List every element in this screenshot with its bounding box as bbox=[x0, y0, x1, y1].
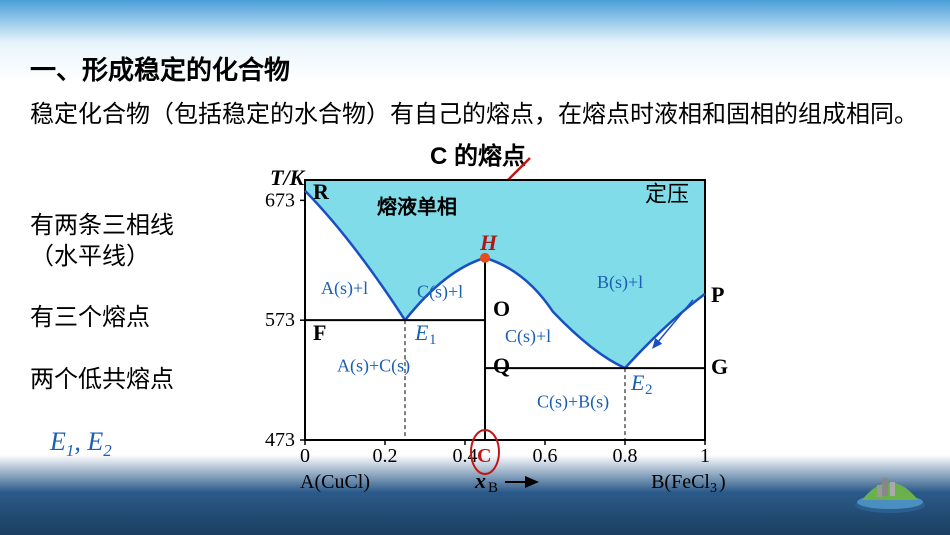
svg-text:1: 1 bbox=[429, 332, 437, 348]
svg-text:O: O bbox=[493, 296, 510, 321]
svg-text:F: F bbox=[313, 320, 326, 345]
left-annotations: 有两条三相线（水平线） 有三个熔点 两个低共熔点 E1, E2 bbox=[30, 210, 240, 492]
phase-diagram: 47357367300.20.40.60.81T/KA(CuCl)B(FeCl3… bbox=[245, 170, 745, 500]
globe-icon bbox=[850, 460, 930, 515]
svg-text:0.2: 0.2 bbox=[373, 445, 398, 467]
svg-text:B(FeCl: B(FeCl bbox=[651, 471, 710, 493]
svg-text:0.6: 0.6 bbox=[533, 445, 558, 467]
svg-text:A(s)+l: A(s)+l bbox=[321, 278, 368, 299]
note-melting-points: 有三个熔点 bbox=[30, 302, 240, 333]
svg-text:R: R bbox=[313, 179, 330, 204]
svg-text:P: P bbox=[711, 282, 724, 307]
svg-text:E: E bbox=[630, 370, 645, 395]
svg-text:A(CuCl): A(CuCl) bbox=[300, 471, 370, 493]
svg-text:熔液单相: 熔液单相 bbox=[377, 195, 457, 219]
svg-text:C(s)+B(s): C(s)+B(s) bbox=[537, 392, 609, 413]
svg-text:573: 573 bbox=[265, 309, 295, 331]
svg-text:C(s)+l: C(s)+l bbox=[505, 326, 551, 347]
svg-text:B(s)+l: B(s)+l bbox=[597, 272, 643, 293]
svg-text:473: 473 bbox=[265, 429, 295, 451]
svg-text:A(s)+C(s): A(s)+C(s) bbox=[337, 356, 410, 377]
svg-text:T/K: T/K bbox=[270, 170, 306, 190]
svg-text:673: 673 bbox=[265, 189, 295, 211]
e1-e2-label: E1, E2 bbox=[30, 425, 240, 462]
description: 稳定化合物（包括稳定的水合物）有自己的熔点，在熔点时液相和固相的组成相同。 bbox=[30, 97, 920, 133]
svg-text:H: H bbox=[479, 230, 498, 255]
svg-text:0: 0 bbox=[300, 445, 310, 467]
svg-text:E: E bbox=[414, 320, 429, 345]
note-eutectic: 两个低共熔点 bbox=[30, 364, 240, 395]
svg-text:): ) bbox=[719, 471, 726, 493]
svg-text:B: B bbox=[488, 480, 498, 496]
note-three-phase: 有两条三相线（水平线） bbox=[30, 210, 240, 272]
section-title: 一、形成稳定的化合物 bbox=[30, 50, 920, 87]
svg-text:G: G bbox=[711, 354, 728, 379]
svg-text:2: 2 bbox=[645, 382, 653, 398]
svg-text:Q: Q bbox=[493, 353, 510, 378]
svg-text:C: C bbox=[477, 445, 491, 467]
svg-text:1: 1 bbox=[700, 445, 710, 467]
svg-text:3: 3 bbox=[710, 481, 717, 496]
svg-text:0.8: 0.8 bbox=[613, 445, 638, 467]
svg-text:C(s)+l: C(s)+l bbox=[417, 281, 463, 302]
svg-text:定压: 定压 bbox=[645, 182, 689, 207]
